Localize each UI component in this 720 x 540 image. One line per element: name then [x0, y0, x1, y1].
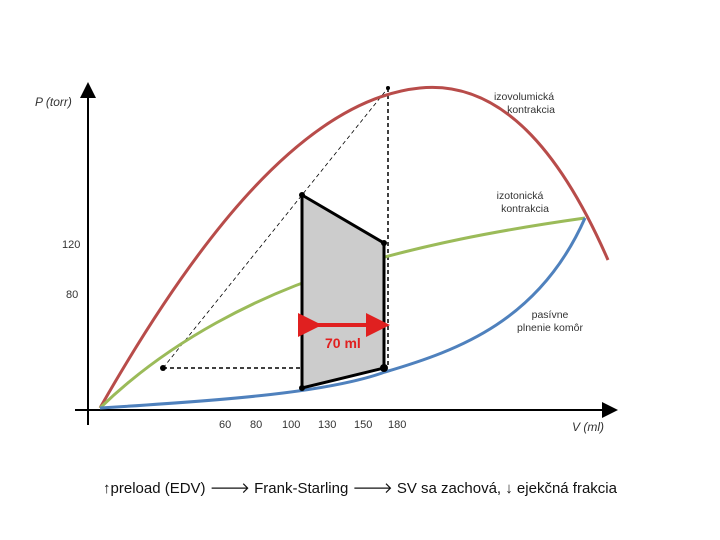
loop-point-bottom-left — [299, 385, 305, 391]
y-tick-label: 120 — [62, 239, 80, 251]
x-tick-label: 100 — [282, 419, 300, 431]
stroke-volume-label: 70 ml — [325, 335, 361, 351]
pv-loop — [300, 192, 386, 390]
x-axis-label: V (ml) — [572, 420, 604, 434]
y-tick-label: 80 — [66, 289, 78, 301]
y-axis-label: P (torr) — [35, 95, 72, 109]
dashed-guide-diagonal-1 — [162, 87, 389, 369]
isovolumic-label-line1: izovolumická — [494, 91, 554, 103]
x-tick-label: 180 — [388, 419, 406, 431]
x-tick-label: 60 — [219, 419, 231, 431]
guide-point-left — [160, 365, 166, 371]
passive-filling-curve — [99, 217, 587, 410]
loop-point-bottom-right — [380, 364, 388, 372]
caption: ↑preload (EDV) 🡒 Frank-Starling 🡒 SV sa … — [103, 480, 617, 497]
loop-point-top-right — [381, 240, 387, 246]
isovolumic-label-line2: kontrakcia — [507, 104, 555, 116]
passive-label-line2: plnenie komôr — [517, 322, 583, 334]
isotonic-label-line2: kontrakcia — [501, 203, 549, 215]
isotonic-label-line1: izotonická — [497, 190, 544, 202]
x-tick-label: 130 — [318, 419, 336, 431]
isovolumic-curve — [98, 85, 610, 409]
passive-label-line1: pasívne — [532, 309, 569, 321]
guide-point-top — [386, 86, 390, 90]
loop-point-top-left — [299, 192, 305, 198]
x-tick-label: 80 — [250, 419, 262, 431]
x-tick-label: 150 — [354, 419, 372, 431]
